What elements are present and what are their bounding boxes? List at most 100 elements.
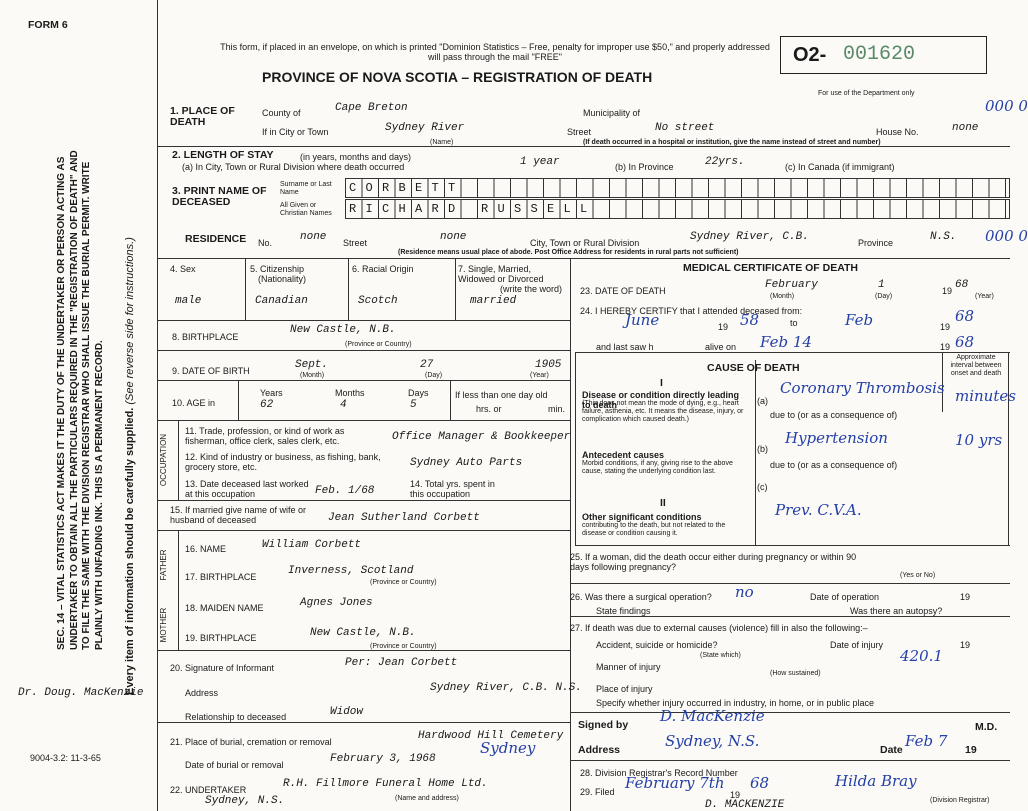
century: 19 xyxy=(960,592,971,602)
filed-year: 68 xyxy=(750,774,770,792)
rule-line xyxy=(238,380,239,420)
operation-label: 26. Was there a surgical operation? xyxy=(570,592,712,602)
years-label: 14. Total yrs. spent in this occupation xyxy=(410,479,495,499)
address-label: Address xyxy=(578,744,621,756)
attended-from-month: June xyxy=(625,311,660,329)
name-label: 18. MAIDEN NAME xyxy=(185,603,264,613)
a-interval: minutes xyxy=(955,387,1016,405)
how-sustained: (How sustained) xyxy=(770,670,821,677)
due-to: due to (or as a consequence of) xyxy=(770,460,898,470)
rule-line xyxy=(570,583,1010,584)
min-label: min. xyxy=(548,404,566,414)
reverse-note: (See reverse side for instructions.) xyxy=(124,237,136,405)
signature: D. MacKenzie xyxy=(660,707,765,725)
label: 20. Signature of Informant xyxy=(170,663,275,673)
given-middle: RUSSELL xyxy=(481,202,597,216)
last-worked: Feb. 1/68 xyxy=(315,485,375,497)
name: R.H. Fillmore Funeral Home Ltd. xyxy=(283,778,488,790)
month-hint: (Month) xyxy=(300,372,325,379)
century: 19 xyxy=(965,744,977,756)
address-label: Address xyxy=(185,688,219,698)
no: none xyxy=(300,231,327,243)
autopsy-label: Was there an autopsy? xyxy=(850,606,943,616)
day-hint: (Day) xyxy=(875,293,893,300)
rule-line xyxy=(157,722,570,723)
trade: Office Manager & Bookkeeper xyxy=(392,431,571,443)
death-month: February xyxy=(765,279,818,291)
canada-label: (c) In Canada (if immigrant) xyxy=(785,162,895,172)
attended-to-month: Feb xyxy=(845,311,874,329)
record-label: 28. Division Registrar's Record Number xyxy=(580,768,738,778)
province: N.S. xyxy=(930,231,957,243)
years: 62 xyxy=(260,399,274,411)
status: married xyxy=(470,295,517,307)
registrar-label: (Division Registrar) xyxy=(930,797,990,804)
other-hint: contributing to the death, but not relat… xyxy=(582,522,726,537)
hint: (Province or Country) xyxy=(370,579,437,586)
given-first: RICHARD xyxy=(349,202,465,216)
findings-label: State findings xyxy=(596,606,651,616)
antecedent-hint: Morbid conditions, if any, giving rise t… xyxy=(582,460,733,475)
city: Sydney River xyxy=(385,122,465,134)
b-cause: Hypertension xyxy=(785,429,888,447)
b: (b) xyxy=(757,444,768,454)
city-label: City, Town or Rural Division xyxy=(530,238,640,248)
name-hint: (Name) xyxy=(430,139,454,146)
date: February 3, 1968 xyxy=(330,753,436,765)
century: 19 xyxy=(940,322,951,332)
month-hint: (Month) xyxy=(770,293,795,300)
origin-label: 6. Racial Origin xyxy=(352,264,414,274)
house: none xyxy=(952,122,979,134)
attended-from-year: 58 xyxy=(740,311,760,329)
birthplace: New Castle, N.B. xyxy=(290,324,396,336)
due-to: due to (or as a consequence of) xyxy=(770,410,898,420)
place: Hardwood Hill Cemetery xyxy=(418,730,564,742)
days: 5 xyxy=(410,399,417,411)
rule-line xyxy=(942,352,943,412)
rule-line xyxy=(178,420,179,500)
century: 19 xyxy=(718,322,729,332)
birthplace: New Castle, N.B. xyxy=(310,627,416,639)
municipality-label: Municipality of xyxy=(583,108,641,118)
century: 19 xyxy=(960,640,971,650)
death-label: 23. DATE OF DEATH xyxy=(580,286,666,296)
place-note: Sydney xyxy=(480,739,536,757)
notice: This form, if placed in an envelope, on … xyxy=(220,42,770,62)
name: Jean Sutherland Corbett xyxy=(328,512,480,524)
part2: II xyxy=(660,497,666,509)
rule-line xyxy=(570,712,1010,713)
sidebar-note: Every item of information should be care… xyxy=(124,115,136,695)
status-label: 7. Single, Married, Widowed or Divorced xyxy=(458,264,544,284)
section-label: OCCUPATION xyxy=(159,433,168,487)
number-box: O2- 001620 xyxy=(780,36,987,74)
date-label: Date of burial or removal xyxy=(185,760,284,770)
surname-label: Surname or Last Name xyxy=(280,181,332,196)
label: RESIDENCE xyxy=(185,233,247,245)
registrar: Hilda Bray xyxy=(835,772,917,790)
rule-line xyxy=(575,352,1010,353)
to-label: to xyxy=(790,318,798,328)
relation-label: Relationship to deceased xyxy=(185,712,287,722)
a: (a) xyxy=(757,396,768,406)
province-label: (b) In Province xyxy=(615,162,674,172)
interval-label: Approximate interval between onset and d… xyxy=(950,354,1002,377)
rule-line xyxy=(157,650,570,651)
relation: Widow xyxy=(330,706,364,718)
century: 19 xyxy=(942,286,953,296)
other-label: Other significant conditions xyxy=(582,512,702,522)
name-label: 16. NAME xyxy=(185,544,227,554)
rule-line xyxy=(455,258,456,320)
dept-note: For use of the Department only xyxy=(818,90,915,97)
filed-label: 29. Filed xyxy=(580,787,615,797)
given-label: All Given or Christian Names xyxy=(280,202,332,217)
operation-date-label: Date of operation xyxy=(810,592,880,602)
city-label: If in City or Town xyxy=(262,127,329,137)
rule-line xyxy=(245,258,246,320)
stamp: D. MACKENZIE xyxy=(705,799,785,811)
months: 4 xyxy=(340,399,347,411)
state-which: (State which) xyxy=(700,652,741,659)
rule-line xyxy=(570,616,1010,617)
rule-line xyxy=(157,380,570,381)
c: (c) xyxy=(757,482,768,492)
